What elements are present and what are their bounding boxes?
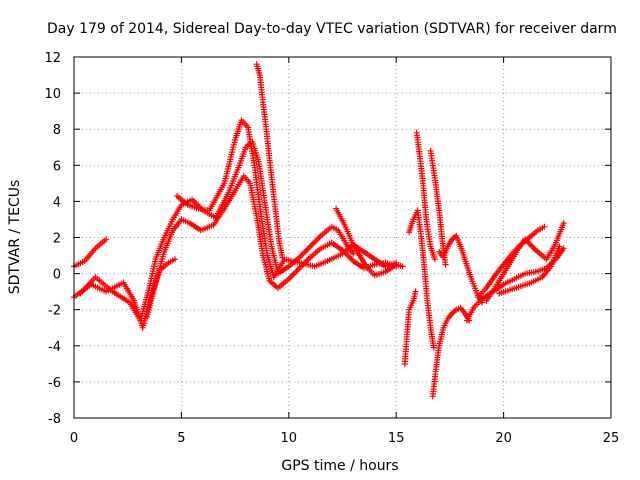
y-axis-label: SDTVAR / TECUs — [7, 180, 23, 295]
data-point-markers — [406, 207, 437, 351]
data-point-markers — [144, 173, 400, 320]
series-track-6 — [253, 61, 286, 261]
data-point-markers — [333, 205, 406, 279]
data-point-markers — [429, 304, 473, 400]
x-tick-label: 0 — [70, 431, 78, 446]
series-track-9 — [406, 207, 437, 351]
tick-labels: 0 5 10 15 20 25 -8 -6 -4 -2 0 2 4 6 8 10 12 — [44, 51, 619, 446]
y-tick-label: -6 — [48, 376, 61, 391]
series-track-7 — [333, 205, 406, 279]
data-point-markers — [71, 236, 110, 270]
y-tick-label: 8 — [53, 123, 61, 138]
axis-ticks — [73, 56, 612, 419]
series-track-10 — [413, 129, 438, 263]
x-axis-label: GPS time / hours — [281, 458, 398, 474]
series-track-2 — [71, 256, 178, 331]
data-point-markers — [71, 256, 178, 331]
x-tick-label: 5 — [177, 431, 185, 446]
series-track-13 — [436, 232, 486, 306]
y-tick-label: 2 — [53, 232, 61, 247]
chart-title: Day 179 of 2014, Sidereal Day-to-day VTE… — [47, 21, 617, 37]
data-point-markers — [401, 288, 419, 367]
data-point-markers — [253, 61, 286, 261]
series-track-16 — [483, 220, 567, 304]
y-tick-label: -2 — [48, 304, 61, 319]
data-point-markers — [483, 220, 567, 304]
series-track-1 — [71, 236, 110, 270]
y-tick-label: 4 — [53, 195, 61, 210]
data-point-markers — [436, 232, 486, 306]
y-tick-label: -8 — [48, 412, 61, 427]
data-point-markers — [496, 243, 563, 297]
series-track-17 — [496, 243, 563, 297]
series-track-4 — [144, 173, 400, 320]
y-tick-label: 6 — [53, 159, 61, 174]
data-point-markers — [174, 117, 400, 281]
series-track-8 — [401, 288, 419, 367]
data-point-markers — [413, 129, 438, 263]
data-marks — [71, 61, 567, 400]
data-point-markers — [77, 138, 357, 324]
series-track-3 — [77, 138, 357, 324]
x-tick-label: 25 — [603, 431, 620, 446]
series-track-5 — [174, 117, 400, 281]
y-tick-label: 12 — [44, 51, 61, 66]
x-tick-label: 20 — [495, 431, 512, 446]
y-tick-label: -4 — [48, 340, 61, 355]
y-tick-label: 10 — [44, 87, 61, 102]
series-track-12 — [429, 304, 473, 400]
y-tick-label: 0 — [53, 268, 61, 283]
x-tick-label: 10 — [281, 431, 298, 446]
x-tick-label: 15 — [388, 431, 405, 446]
